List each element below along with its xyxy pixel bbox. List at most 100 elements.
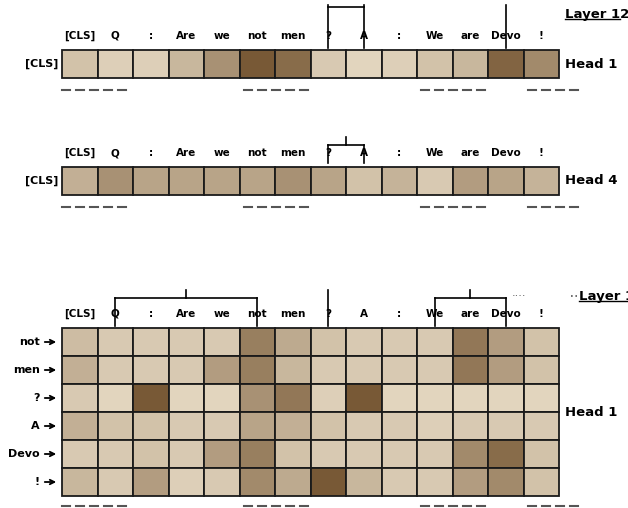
Text: !: ! — [35, 477, 40, 487]
Bar — [488, 384, 524, 412]
Bar — [204, 167, 239, 195]
Bar — [417, 468, 453, 496]
Bar — [275, 468, 310, 496]
Bar — [168, 468, 204, 496]
Bar — [168, 167, 204, 195]
Bar — [97, 412, 133, 440]
Bar — [524, 412, 559, 440]
Bar — [524, 384, 559, 412]
Text: :: : — [149, 31, 153, 41]
Bar — [168, 384, 204, 412]
Bar — [381, 468, 417, 496]
Bar — [97, 167, 133, 195]
Bar — [381, 440, 417, 468]
Bar — [204, 328, 239, 356]
Bar — [453, 468, 488, 496]
Text: ?: ? — [325, 31, 331, 41]
Text: !: ! — [539, 309, 544, 319]
Bar — [310, 50, 346, 78]
Text: Are: Are — [176, 148, 197, 158]
Bar — [62, 384, 97, 412]
Bar — [168, 50, 204, 78]
Bar — [524, 50, 559, 78]
Bar — [133, 412, 168, 440]
Text: men: men — [13, 365, 40, 375]
Text: ?: ? — [33, 393, 40, 403]
Bar — [453, 167, 488, 195]
Text: A: A — [31, 421, 40, 431]
Text: Are: Are — [176, 309, 197, 319]
Bar — [239, 50, 275, 78]
Text: not: not — [247, 31, 267, 41]
Bar — [381, 412, 417, 440]
Text: !: ! — [539, 148, 544, 158]
Bar — [346, 440, 381, 468]
Bar — [488, 167, 524, 195]
Text: men: men — [280, 31, 305, 41]
Bar — [204, 50, 239, 78]
Text: :: : — [397, 148, 401, 158]
Text: not: not — [247, 148, 267, 158]
Bar — [239, 412, 275, 440]
Bar — [97, 384, 133, 412]
Bar — [417, 412, 453, 440]
Bar — [310, 412, 346, 440]
Bar — [346, 468, 381, 496]
Bar — [417, 384, 453, 412]
Text: ?: ? — [325, 148, 331, 158]
Bar — [381, 356, 417, 384]
Text: Layer 12: Layer 12 — [565, 8, 628, 21]
Bar — [346, 412, 381, 440]
Text: Devo: Devo — [491, 148, 521, 158]
Bar — [488, 356, 524, 384]
Bar — [239, 167, 275, 195]
Bar — [133, 50, 168, 78]
Text: Devo: Devo — [491, 309, 521, 319]
Bar — [417, 167, 453, 195]
Bar — [204, 440, 239, 468]
Bar — [488, 468, 524, 496]
Text: A: A — [360, 309, 368, 319]
Bar — [417, 356, 453, 384]
Bar — [310, 356, 346, 384]
Bar — [310, 440, 346, 468]
Bar — [97, 440, 133, 468]
Text: We: We — [426, 309, 444, 319]
Bar — [417, 328, 453, 356]
Bar — [275, 384, 310, 412]
Bar — [453, 50, 488, 78]
Bar — [417, 50, 453, 78]
Bar — [310, 384, 346, 412]
Text: are: are — [460, 31, 480, 41]
Bar — [346, 356, 381, 384]
Bar — [133, 468, 168, 496]
Bar — [204, 384, 239, 412]
Bar — [62, 468, 97, 496]
Bar — [275, 167, 310, 195]
Bar — [488, 50, 524, 78]
Text: We: We — [426, 148, 444, 158]
Bar — [453, 384, 488, 412]
Bar — [239, 328, 275, 356]
Bar — [524, 356, 559, 384]
Bar — [62, 356, 97, 384]
Bar — [204, 468, 239, 496]
Bar — [381, 384, 417, 412]
Bar — [275, 440, 310, 468]
Bar — [275, 50, 310, 78]
Bar — [488, 440, 524, 468]
Bar — [488, 328, 524, 356]
Bar — [346, 50, 381, 78]
Text: [CLS]: [CLS] — [24, 59, 58, 69]
Text: are: are — [460, 148, 480, 158]
Text: [CLS]: [CLS] — [24, 176, 58, 186]
Text: A: A — [360, 31, 368, 41]
Bar — [239, 356, 275, 384]
Text: Q: Q — [111, 309, 119, 319]
Bar — [204, 412, 239, 440]
Bar — [62, 167, 97, 195]
Bar — [97, 50, 133, 78]
Bar — [239, 468, 275, 496]
Text: men: men — [280, 148, 305, 158]
Bar — [239, 384, 275, 412]
